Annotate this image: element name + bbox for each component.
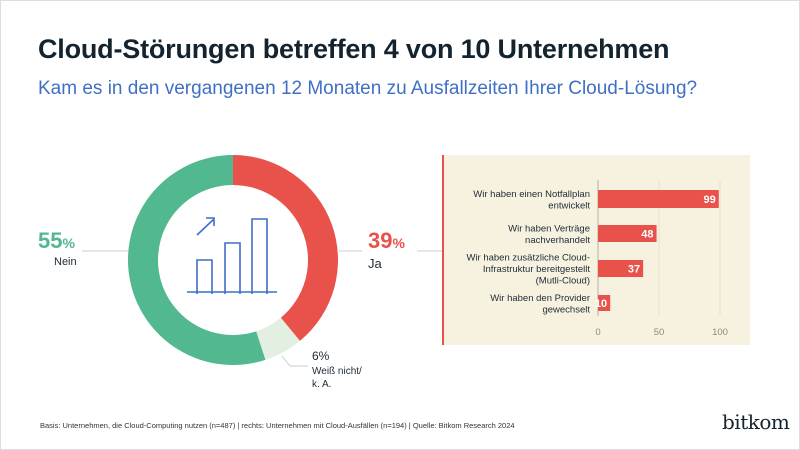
bar-value-label: 48 bbox=[641, 229, 653, 241]
footnote: Basis: Unternehmen, die Cloud-Computing … bbox=[40, 421, 515, 430]
category-label: Wir haben Verträge nachverhandelt bbox=[508, 223, 590, 246]
bar-chart-growth-icon bbox=[187, 217, 277, 294]
icon-bar bbox=[251, 218, 268, 294]
x-tick-label: 0 bbox=[595, 327, 600, 338]
bar bbox=[598, 190, 719, 208]
bar-panel bbox=[442, 155, 750, 345]
x-tick-label: 100 bbox=[712, 327, 728, 338]
category-label: Wir haben einen Notfallplan entwickelt bbox=[473, 189, 590, 212]
bar-value-label: 99 bbox=[704, 194, 716, 206]
bar-value-label: 37 bbox=[628, 264, 640, 276]
donut-slice-ja bbox=[233, 155, 338, 341]
icon-bar bbox=[196, 259, 213, 294]
category-label: Wir haben den Provider gewechselt bbox=[490, 293, 590, 316]
weiss-nicht-label: Weiß nicht/ k. A. bbox=[312, 366, 362, 390]
bar bbox=[598, 225, 657, 242]
ja-percent: 39% bbox=[368, 228, 405, 254]
chart-title: Cloud-Störungen betreffen 4 von 10 Unter… bbox=[38, 34, 670, 64]
icon-bar bbox=[224, 242, 241, 294]
nein-value: 55 bbox=[38, 228, 63, 253]
weiss-nicht-leader-line bbox=[281, 355, 308, 367]
bar-value-label: 10 bbox=[595, 298, 607, 310]
category-label: Wir haben zusätzliche Cloud-Infrastruktu… bbox=[466, 253, 590, 287]
ja-value: 39 bbox=[368, 228, 393, 253]
weiss-nicht-value: 6% bbox=[312, 349, 330, 363]
chart-subtitle: Kam es in den vergangenen 12 Monaten zu … bbox=[38, 78, 698, 99]
donut-slice-weiss-nicht bbox=[256, 317, 300, 360]
bar bbox=[598, 295, 611, 311]
ja-unit: % bbox=[392, 235, 405, 251]
bar bbox=[598, 260, 644, 277]
icon-stroke bbox=[206, 217, 215, 226]
ja-label: Ja bbox=[368, 256, 382, 271]
nein-percent: 55% bbox=[38, 228, 75, 254]
bitkom-logo: bitkom bbox=[722, 410, 790, 434]
nein-label: Nein bbox=[54, 256, 77, 268]
nein-unit: % bbox=[62, 235, 75, 251]
donut-slice-nein bbox=[127, 155, 266, 365]
x-tick-label: 50 bbox=[654, 327, 665, 338]
icon-stroke bbox=[196, 218, 215, 236]
